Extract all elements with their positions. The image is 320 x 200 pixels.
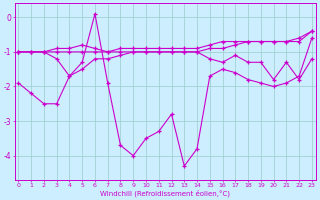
X-axis label: Windchill (Refroidissement éolien,°C): Windchill (Refroidissement éolien,°C) — [100, 189, 230, 197]
